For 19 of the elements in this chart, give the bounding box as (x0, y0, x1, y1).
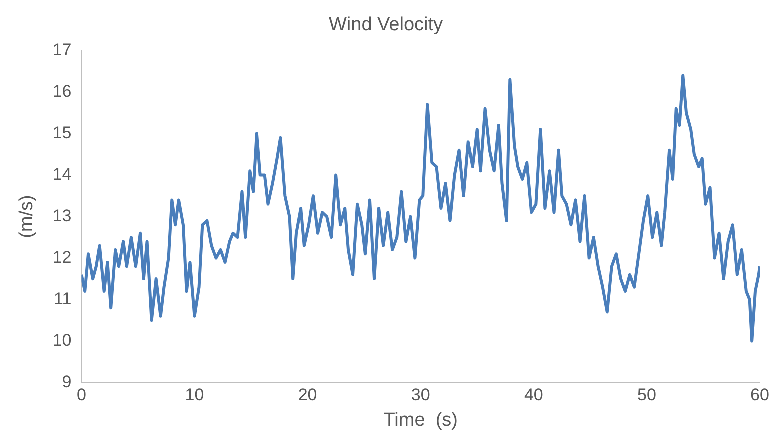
y-tick-label: 16 (52, 82, 72, 101)
x-tick-label: 20 (298, 386, 318, 405)
x-tick-label: 30 (411, 386, 430, 405)
y-tick-label: 9 (62, 372, 72, 392)
y-axis-title: (m/s) (16, 195, 38, 238)
y-tick-label: 17 (52, 40, 72, 60)
y-tick-label: 13 (52, 206, 72, 226)
chart-title: Wind Velocity (328, 14, 444, 36)
x-tick-label: 50 (637, 386, 656, 405)
x-tick-label: 40 (524, 386, 544, 405)
y-tick-label: 14 (52, 164, 72, 184)
x-axis-title: Time (s) (384, 410, 458, 431)
y-tick-label: 15 (52, 123, 72, 142)
y-tick-label: 10 (52, 330, 72, 350)
y-tick-label: 12 (52, 248, 72, 267)
x-tick-label: 10 (185, 386, 204, 405)
x-tick-label: 0 (76, 386, 86, 405)
y-tick-label: 11 (54, 289, 72, 308)
x-tick-label: 60 (750, 386, 770, 405)
